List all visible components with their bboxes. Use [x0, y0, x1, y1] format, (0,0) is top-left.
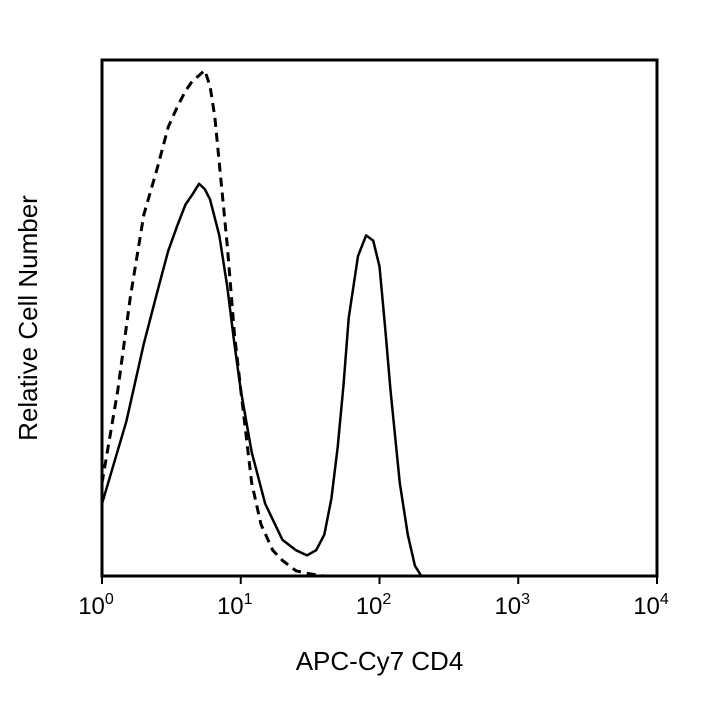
x-tick-label-1: 101: [217, 591, 253, 620]
series-layer: [100, 68, 423, 578]
x-tick-label-2: 102: [356, 591, 392, 620]
x-tick-label-3: 103: [494, 591, 530, 620]
series-solid-line: [100, 182, 423, 577]
plot-frame: [100, 58, 659, 578]
series-dashed-line: [100, 68, 325, 578]
plot-area: 100 101 102 103 104: [78, 58, 669, 620]
x-axis-label: APC-Cy7 CD4: [296, 646, 464, 676]
x-tick-label-0: 100: [78, 591, 114, 620]
x-ticks: 100 101 102 103 104: [78, 576, 669, 620]
x-tick-label-4: 104: [633, 591, 669, 620]
y-axis-label: Relative Cell Number: [13, 195, 43, 441]
